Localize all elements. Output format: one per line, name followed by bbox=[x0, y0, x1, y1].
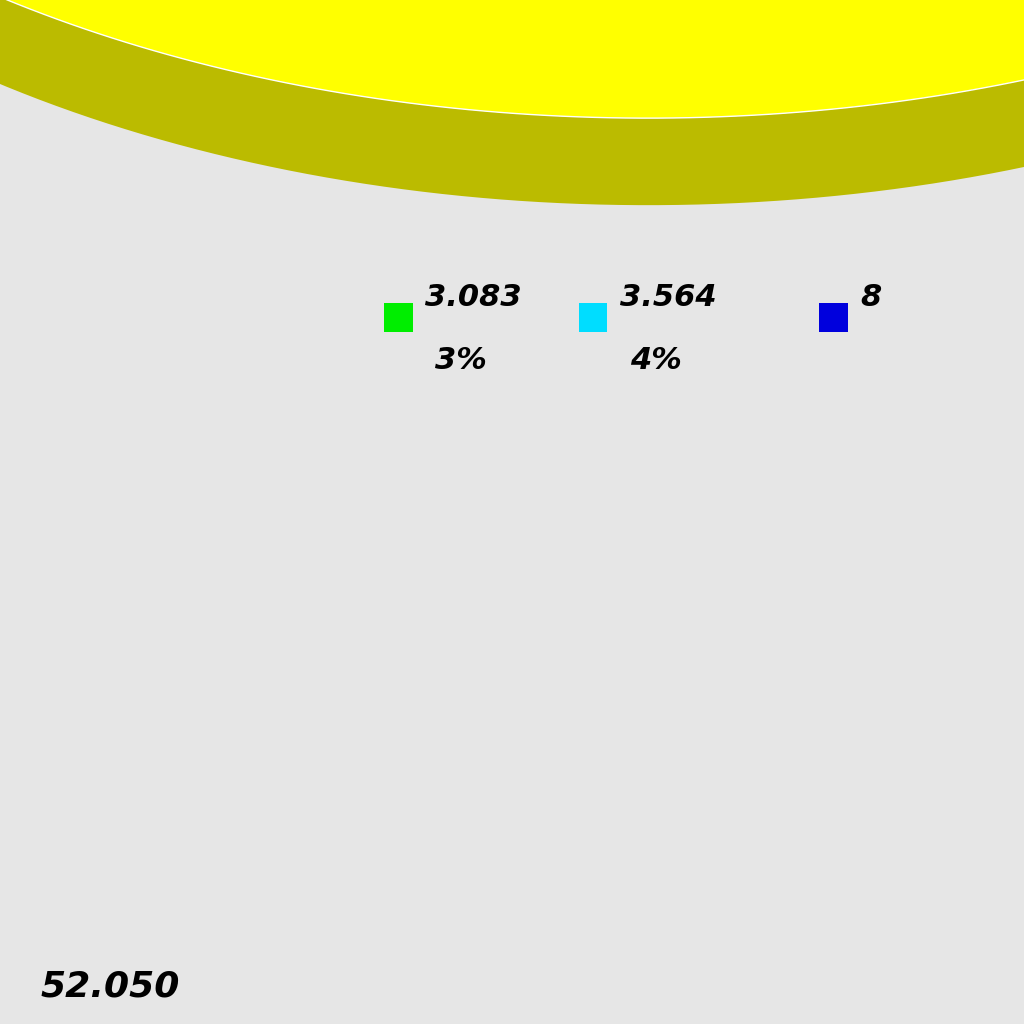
Polygon shape bbox=[0, 0, 1024, 205]
Polygon shape bbox=[0, 0, 1024, 118]
Text: 52.050: 52.050 bbox=[41, 970, 180, 1004]
Text: 3%: 3% bbox=[435, 346, 487, 375]
Text: Popolazione bambina: Popolazione bambina bbox=[508, 67, 1024, 110]
Text: 4%: 4% bbox=[630, 346, 682, 375]
Text: 3.564: 3.564 bbox=[620, 284, 716, 312]
FancyBboxPatch shape bbox=[819, 303, 848, 332]
FancyBboxPatch shape bbox=[384, 303, 413, 332]
Text: 8: 8 bbox=[860, 284, 882, 312]
Text: 3.083: 3.083 bbox=[425, 284, 521, 312]
FancyBboxPatch shape bbox=[579, 303, 607, 332]
